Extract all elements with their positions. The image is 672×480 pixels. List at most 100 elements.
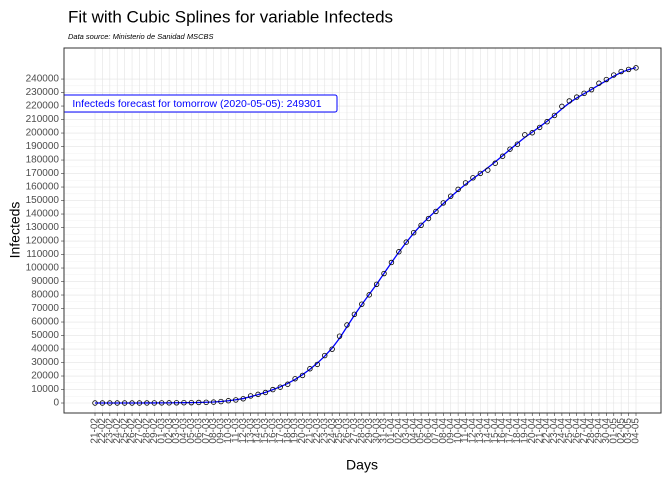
observed-point bbox=[255, 391, 261, 398]
x-tick-label: 22-04 bbox=[542, 418, 553, 444]
observed-point bbox=[292, 376, 298, 382]
observed-point bbox=[381, 270, 387, 277]
x-tick-label: 27-02 bbox=[134, 418, 145, 444]
observed-point bbox=[314, 361, 321, 368]
observed-point bbox=[129, 400, 135, 406]
y-tick-label: 160000 bbox=[26, 182, 60, 193]
y-tick-label: 50000 bbox=[31, 330, 59, 341]
observed-point bbox=[344, 322, 350, 328]
observed-point bbox=[359, 301, 365, 307]
observed-point bbox=[240, 396, 246, 402]
x-tick-label: 04-03 bbox=[179, 418, 190, 444]
x-tick-label: 03-04 bbox=[401, 418, 412, 444]
x-tick-label: 12-04 bbox=[468, 418, 479, 444]
observed-point bbox=[107, 400, 113, 406]
x-tick-label: 02-03 bbox=[164, 418, 175, 444]
x-tick-label: 05-04 bbox=[416, 418, 427, 444]
observed-point bbox=[603, 76, 610, 83]
observed-point bbox=[418, 222, 424, 229]
observed-point bbox=[203, 399, 209, 406]
x-tick-label: 06-03 bbox=[193, 418, 204, 444]
y-tick-label: 110000 bbox=[26, 249, 59, 260]
x-tick-label: 08-04 bbox=[438, 418, 449, 444]
x-tick-label: 13-03 bbox=[245, 418, 256, 444]
observed-point bbox=[403, 239, 409, 245]
observed-point bbox=[136, 400, 143, 406]
x-tick-label: 27-03 bbox=[349, 418, 360, 444]
x-tick-label: 12-03 bbox=[238, 418, 249, 444]
observed-point bbox=[322, 352, 328, 359]
x-tick-label: 24-02 bbox=[112, 418, 123, 444]
observed-point bbox=[551, 112, 558, 119]
observed-point bbox=[507, 146, 513, 152]
x-tick-label: 25-04 bbox=[564, 418, 575, 444]
x-tick-label: 14-04 bbox=[482, 418, 493, 444]
y-tick-label: 100000 bbox=[26, 263, 60, 274]
panel-border bbox=[63, 47, 662, 414]
observed-point bbox=[470, 175, 476, 181]
observed-point bbox=[388, 259, 395, 266]
x-tick-label: 28-04 bbox=[586, 418, 597, 444]
x-tick-label: 26-03 bbox=[342, 418, 353, 444]
x-tick-label: 01-03 bbox=[156, 418, 167, 444]
observed-point bbox=[270, 386, 276, 393]
chart-subtitle: Data source: Ministerio de Sanidad MSCBS bbox=[68, 32, 214, 41]
annotation: Infecteds forecast for tomorrow (2020-05… bbox=[72, 98, 321, 110]
x-tick-label: 22-02 bbox=[97, 418, 108, 444]
observed-point bbox=[485, 167, 491, 173]
chart-title: Fit with Cubic Splines for variable Infe… bbox=[68, 7, 393, 26]
x-tick-label: 19-03 bbox=[290, 418, 301, 444]
y-tick-label: 220000 bbox=[26, 101, 60, 112]
annotation-box bbox=[64, 94, 338, 113]
x-tick-label: 23-04 bbox=[549, 418, 560, 444]
y-tick-label: 230000 bbox=[26, 87, 60, 98]
x-tick-label: 03-03 bbox=[171, 418, 182, 444]
observed-point bbox=[366, 292, 372, 298]
x-tick-label: 13-04 bbox=[475, 418, 486, 444]
x-tick-label: 01-04 bbox=[386, 418, 397, 444]
observed-point bbox=[299, 372, 306, 379]
y-axis-label: Infecteds bbox=[7, 202, 23, 259]
observed-point bbox=[410, 230, 417, 236]
y-tick-label: 0 bbox=[53, 398, 59, 409]
observed-point bbox=[611, 72, 617, 78]
observed-point bbox=[188, 399, 195, 406]
x-tick-label: 29-02 bbox=[149, 418, 160, 444]
x-tick-label: 18-04 bbox=[512, 418, 523, 444]
observed-point bbox=[574, 94, 580, 100]
x-tick-label: 20-04 bbox=[527, 418, 538, 444]
x-tick-label: 28-03 bbox=[356, 418, 367, 444]
observed-point bbox=[99, 400, 106, 406]
observed-point bbox=[544, 119, 550, 125]
y-tick-label: 140000 bbox=[26, 209, 60, 220]
x-tick-label: 10-03 bbox=[223, 418, 234, 444]
y-tick-label: 180000 bbox=[26, 155, 60, 166]
x-tick-label: 08-03 bbox=[208, 418, 219, 444]
fit-line bbox=[95, 66, 637, 404]
x-tick-label: 18-03 bbox=[282, 418, 293, 444]
plot-area: Infecteds forecast for tomorrow (2020-05… bbox=[64, 65, 639, 406]
observed-point bbox=[618, 68, 624, 75]
x-tick-label: 19-04 bbox=[519, 418, 530, 444]
x-tick-label: 15-04 bbox=[490, 418, 501, 444]
x-tick-label: 21-04 bbox=[534, 418, 545, 444]
y-tick-label: 40000 bbox=[31, 344, 59, 355]
x-tick-label: 07-04 bbox=[431, 418, 442, 444]
axes: 0 10000 20000 30000 40000 50000 60000 70000 8000… bbox=[26, 74, 642, 444]
observed-point bbox=[196, 399, 202, 406]
x-tick-label: 16-03 bbox=[268, 418, 279, 444]
x-tick-label: 29-03 bbox=[364, 418, 375, 444]
x-tick-label: 24-04 bbox=[557, 418, 568, 444]
observed-point bbox=[144, 400, 150, 406]
x-tick-label: 06-04 bbox=[423, 418, 434, 444]
x-axis-label: Days bbox=[346, 457, 378, 473]
y-tick-label: 120000 bbox=[26, 236, 60, 247]
x-tick-label: 10-04 bbox=[453, 418, 464, 444]
y-tick-label: 60000 bbox=[31, 317, 59, 328]
observed-point bbox=[566, 98, 573, 104]
x-tick-label: 24-03 bbox=[327, 418, 338, 444]
observed-point bbox=[247, 393, 254, 399]
x-tick-label: 14-03 bbox=[253, 418, 264, 444]
y-tick-label: 190000 bbox=[26, 141, 60, 152]
